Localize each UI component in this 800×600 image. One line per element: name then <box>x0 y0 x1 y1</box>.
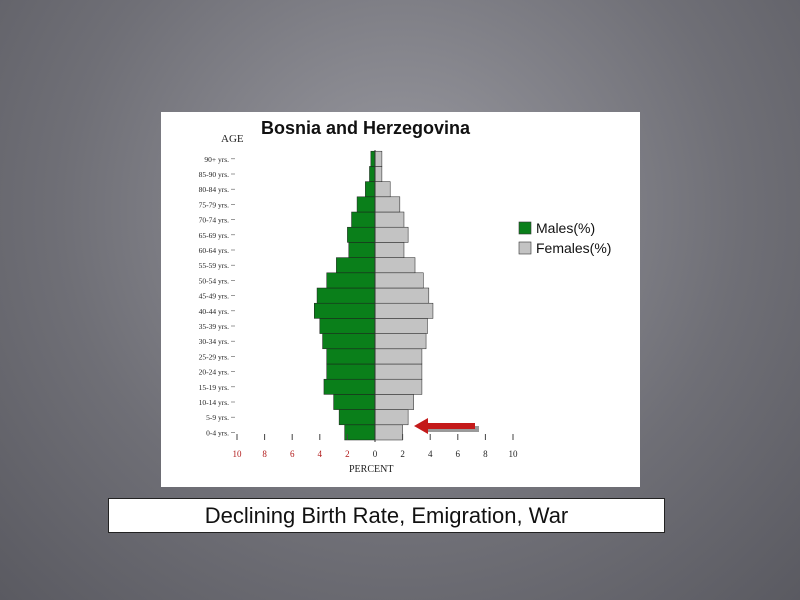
bar-male-6 <box>322 333 376 350</box>
age-label-11: 55-59 yrs. <box>199 261 230 270</box>
y-axis-label: AGE <box>221 133 244 145</box>
bar-female-2 <box>374 394 414 410</box>
age-label-18: 90+ yrs. <box>204 155 229 164</box>
bar-female-1 <box>374 409 409 426</box>
age-label-2: 10-14 yrs. <box>199 398 230 407</box>
slide-caption: Declining Birth Rate, Emigration, War <box>204 502 569 528</box>
bar-female-13 <box>374 226 409 243</box>
age-label-17: 85-90 yrs. <box>199 170 230 179</box>
x-tick-label-4: 2 <box>345 449 350 459</box>
age-label-1: 5-9 yrs. <box>206 413 229 422</box>
x-tick-label-0: 10 <box>233 449 243 459</box>
x-tick-label-1: 8 <box>262 449 267 459</box>
bar-female-18 <box>374 150 383 167</box>
bar-female-11 <box>374 257 416 274</box>
x-tick-label-10: 10 <box>509 449 519 459</box>
arrow-shaft <box>427 423 475 429</box>
bar-male-16 <box>365 181 376 198</box>
chart-title: Bosnia and Herzegovina <box>261 118 471 138</box>
x-ticks-group: 10 8 6 4 2 0 2 4 6 8 10 <box>233 434 519 459</box>
bar-female-8 <box>374 302 434 319</box>
age-label-13: 65-69 yrs. <box>199 231 230 240</box>
population-pyramid-image: Bosnia and Herzegovina AGE PERCENT 0-4 y… <box>161 112 640 487</box>
age-labels-group: 0-4 yrs. 5-9 yrs. 10-14 yrs. 15-19 yrs. 20-2… <box>199 155 235 437</box>
x-axis-label: PERCENT <box>349 464 393 475</box>
bar-male-10 <box>326 272 376 289</box>
bars-group <box>314 150 434 441</box>
bar-female-10 <box>374 272 424 289</box>
age-label-10: 50-54 yrs. <box>199 276 230 285</box>
bar-female-15 <box>374 196 401 213</box>
age-label-5: 25-29 yrs. <box>199 352 230 361</box>
legend-label-females: Females(%) <box>536 240 611 256</box>
caption-box: Declining Birth Rate, Emigration, War <box>108 498 665 533</box>
bar-male-0 <box>344 424 376 441</box>
bar-female-6 <box>374 333 427 350</box>
population-pyramid-chart: Bosnia and Herzegovina AGE PERCENT 0-4 y… <box>199 118 612 475</box>
bar-female-14 <box>374 211 405 228</box>
annotation-arrow <box>414 418 479 434</box>
bar-female-7 <box>374 318 428 334</box>
bar-female-0 <box>374 424 403 441</box>
bar-female-12 <box>374 242 405 258</box>
bar-male-3 <box>323 378 376 395</box>
age-label-12: 60-64 yrs. <box>199 246 230 255</box>
bar-male-5 <box>326 348 376 365</box>
bar-male-1 <box>338 409 376 426</box>
bar-male-18 <box>370 150 376 167</box>
arrow-head <box>414 418 428 434</box>
bar-male-13 <box>347 226 376 243</box>
legend-swatch-females <box>518 241 532 255</box>
bar-male-4 <box>326 363 376 380</box>
legend-swatch-males <box>518 221 532 235</box>
legend-label-males: Males(%) <box>536 220 595 236</box>
bar-male-7 <box>319 318 376 334</box>
bar-male-17 <box>369 166 376 182</box>
age-label-6: 30-34 yrs. <box>199 337 230 346</box>
age-label-7: 35-39 yrs. <box>199 322 230 331</box>
age-label-4: 20-24 yrs. <box>199 368 230 377</box>
age-label-16: 80-84 yrs. <box>199 185 230 194</box>
x-tick-label-6: 2 <box>400 449 405 459</box>
x-tick-label-9: 8 <box>483 449 488 459</box>
x-tick-label-5: 0 <box>373 449 378 459</box>
bar-female-17 <box>374 166 383 182</box>
age-label-8: 40-44 yrs. <box>199 307 230 316</box>
age-label-3: 15-19 yrs. <box>199 383 230 392</box>
x-tick-label-8: 6 <box>456 449 461 459</box>
age-label-9: 45-49 yrs. <box>199 292 230 301</box>
bar-female-16 <box>374 181 391 198</box>
age-label-0: 0-4 yrs. <box>206 428 229 437</box>
bar-male-12 <box>348 242 376 258</box>
x-tick-label-3: 4 <box>318 449 323 459</box>
x-tick-label-2: 6 <box>290 449 295 459</box>
bar-male-14 <box>351 211 376 228</box>
bar-female-4 <box>374 363 423 380</box>
bar-male-2 <box>333 394 376 410</box>
bar-female-5 <box>374 348 423 365</box>
age-label-14: 70-74 yrs. <box>199 216 230 225</box>
x-tick-label-7: 4 <box>428 449 433 459</box>
bar-female-3 <box>374 378 423 395</box>
bar-male-15 <box>356 196 376 213</box>
bar-male-11 <box>336 257 376 274</box>
age-label-15: 75-79 yrs. <box>199 200 230 209</box>
legend: Males(%) Females(%) <box>518 220 611 256</box>
bar-female-9 <box>374 287 430 304</box>
bar-male-8 <box>314 302 376 319</box>
bar-male-9 <box>316 287 376 304</box>
